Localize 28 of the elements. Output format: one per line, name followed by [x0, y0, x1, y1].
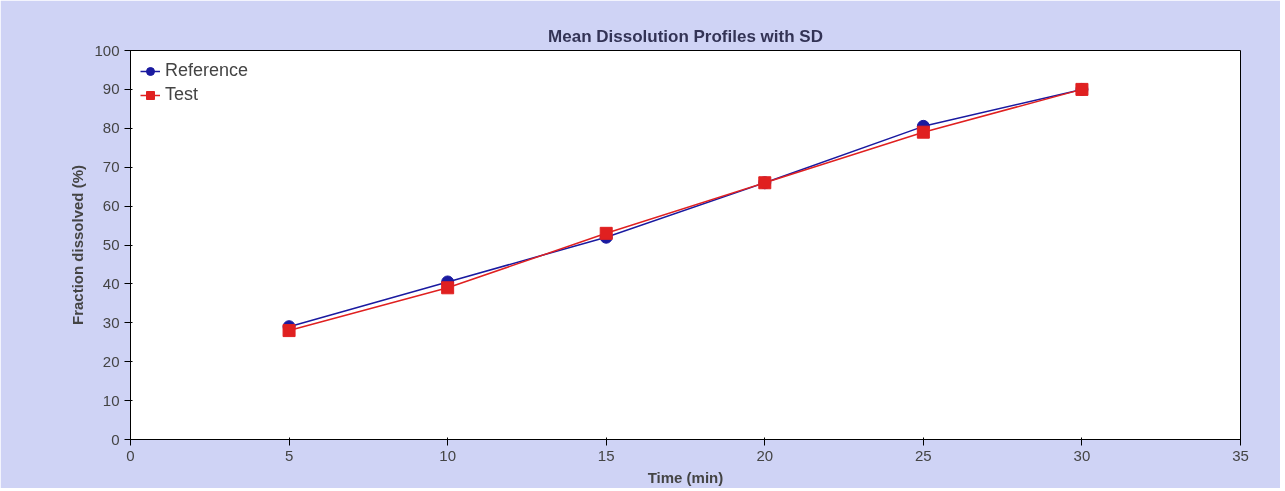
y-axis-title: Fraction dissolved (%) — [69, 164, 87, 326]
x-tick-label: 30 — [1073, 446, 1091, 464]
y-tick-label: 20 — [102, 352, 120, 370]
x-tick-label: 35 — [1232, 446, 1249, 464]
point — [916, 125, 930, 139]
y-tick-label: 0 — [111, 430, 120, 448]
y-tick-label: 80 — [102, 119, 120, 137]
x-tick-label: 20 — [756, 446, 774, 464]
point — [282, 324, 296, 338]
y-tick-label: 50 — [102, 236, 120, 253]
x-tick-label: 10 — [439, 446, 456, 464]
x-tick-label: 5 — [284, 446, 294, 464]
legend-label: Test — [165, 84, 199, 105]
y-tick-label: 40 — [102, 274, 120, 292]
x-axis-title: Time (min) — [647, 468, 724, 486]
x-tick-label: 15 — [597, 446, 615, 464]
legend-label: Reference — [165, 60, 249, 81]
y-tick-label: 100 — [94, 41, 120, 59]
point — [599, 226, 613, 240]
y-tick-label: 10 — [102, 391, 120, 409]
y-tick-label: 60 — [102, 197, 120, 215]
point — [441, 281, 455, 295]
chart-title: Mean Dissolution Profiles with SD — [548, 26, 823, 46]
x-tick-label: 0 — [126, 446, 135, 464]
y-tick-label: 90 — [102, 80, 120, 98]
y-tick-label: 70 — [102, 158, 120, 176]
x-tick-label: 25 — [915, 446, 932, 464]
y-tick-label: 30 — [102, 313, 120, 331]
